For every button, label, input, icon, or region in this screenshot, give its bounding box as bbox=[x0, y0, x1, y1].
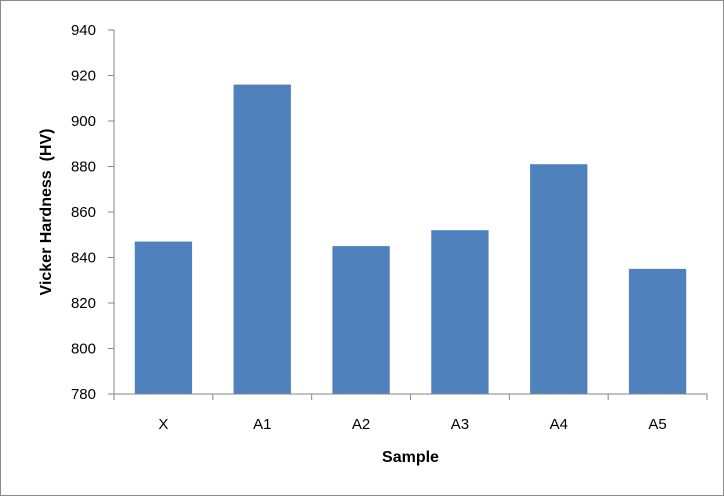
bar-a3 bbox=[431, 230, 489, 394]
bar-a2 bbox=[332, 246, 390, 394]
bar-x bbox=[134, 241, 193, 394]
y-tick-label: 840 bbox=[71, 250, 96, 267]
x-tick-label: A5 bbox=[648, 416, 666, 433]
x-tick-label: A3 bbox=[451, 416, 469, 433]
y-tick-label: 900 bbox=[71, 113, 96, 130]
axes-layer bbox=[113, 30, 707, 395]
x-ticks: X A1 A2 A3 A4 A5 bbox=[113, 394, 708, 433]
y-axis-title: Vicker Hardness (HV) bbox=[38, 129, 55, 296]
x-tick-label: A2 bbox=[352, 416, 370, 433]
bar-a4 bbox=[530, 164, 588, 394]
bars-layer bbox=[134, 84, 687, 394]
y-tick-label: 920 bbox=[71, 68, 96, 85]
y-tick-label: 860 bbox=[71, 204, 96, 221]
bar-a5 bbox=[628, 268, 687, 394]
bar-a1 bbox=[233, 84, 291, 394]
x-axis-title: Sample bbox=[382, 449, 439, 466]
y-tick-label: 940 bbox=[71, 22, 96, 39]
x-tick-label: A1 bbox=[253, 416, 271, 433]
y-ticks: 780 800 820 840 860 880 900 920 940 bbox=[71, 22, 114, 403]
y-tick-label: 780 bbox=[71, 386, 96, 403]
y-tick-label: 880 bbox=[71, 159, 96, 176]
y-tick-label: 800 bbox=[71, 341, 96, 358]
x-tick-label: X bbox=[158, 416, 168, 433]
y-tick-label: 820 bbox=[71, 295, 96, 312]
x-tick-label: A4 bbox=[550, 416, 568, 433]
